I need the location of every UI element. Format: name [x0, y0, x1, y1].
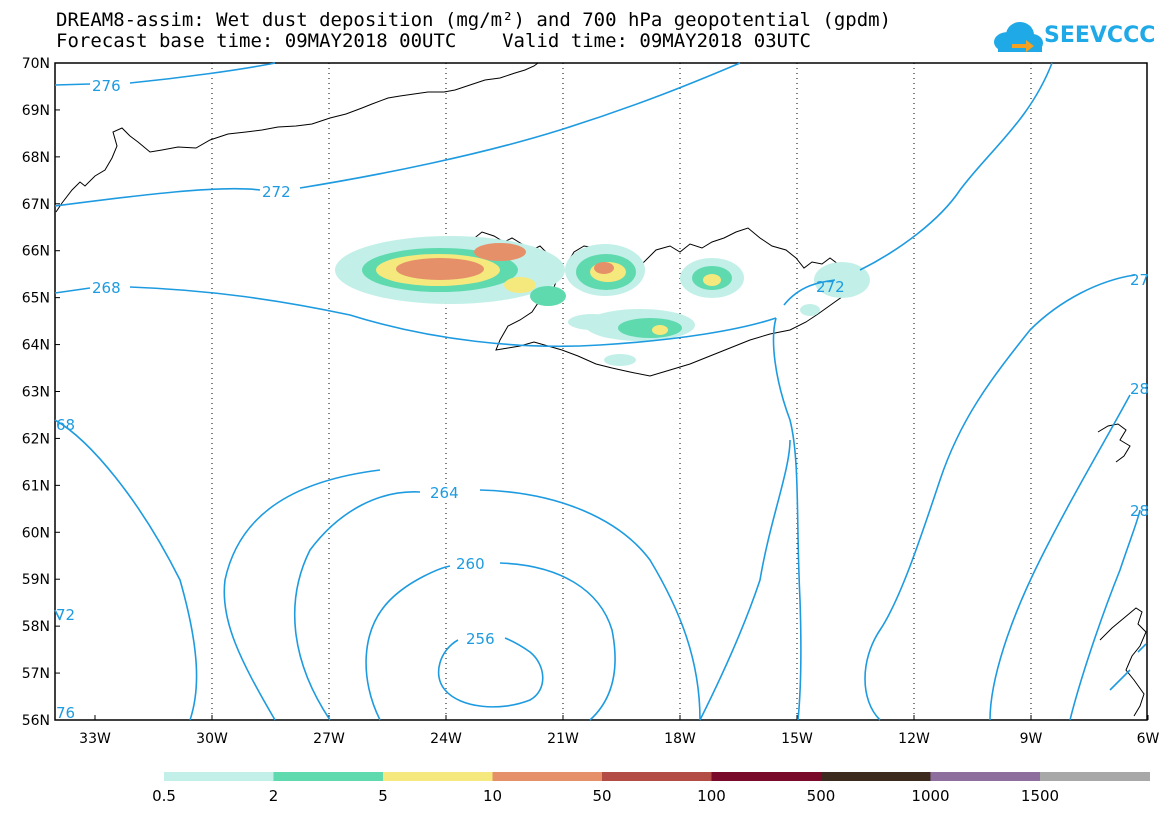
longitude-label: 6W	[1137, 731, 1160, 747]
legend-swatch	[711, 772, 822, 781]
greenland-coastline	[55, 62, 539, 213]
latitude-label: 57N	[22, 666, 50, 682]
contour-label-27: 27	[1130, 271, 1149, 289]
longitude-label: 21W	[547, 731, 579, 747]
contour-label-268: 268	[92, 279, 121, 297]
contour-label-260: 260	[456, 555, 485, 573]
longitude-label: 27W	[313, 731, 345, 747]
contour-label-272-east: 272	[816, 278, 845, 296]
latitude-labels: 70N 69N 68N 67N 66N 65N 64N 63N 62N 61N 60N 59N 58N 5…	[22, 56, 60, 729]
legend-label: 10	[483, 787, 502, 805]
longitude-label: 18W	[664, 731, 696, 747]
scotland-coastline	[1099, 607, 1147, 717]
latitude-label: 61N	[22, 478, 50, 494]
latitude-label: 59N	[22, 572, 50, 588]
legend-label: 500	[807, 787, 836, 805]
map-title: DREAM8-assim: Wet dust deposition (mg/m²…	[56, 9, 892, 31]
dust-deposition-field	[335, 236, 870, 366]
legend-label: 1500	[1021, 787, 1059, 805]
legend-label: 50	[592, 787, 611, 805]
legend-swatch	[273, 772, 384, 781]
map-subtitle-times: Forecast base time: 09MAY2018 00UTC Vali…	[56, 30, 811, 52]
latitude-label: 66N	[22, 244, 50, 260]
longitude-label: 30W	[196, 731, 228, 747]
logo-text: SEEVCCC	[1044, 23, 1156, 48]
legend-label: 0.5	[152, 787, 176, 805]
latitude-label: 64N	[22, 338, 50, 354]
legend-swatch	[930, 772, 1041, 781]
latitude-label: 56N	[22, 713, 50, 729]
legend-label: 100	[697, 787, 726, 805]
seevccc-logo: SEEVCCC	[990, 18, 1155, 58]
legend-label: 2	[269, 787, 279, 805]
contour-label-76: 76	[56, 704, 75, 722]
legend-label: 5	[378, 787, 388, 805]
longitude-label: 12W	[898, 731, 930, 747]
longitude-label: 15W	[781, 731, 813, 747]
faroe-islands-coastline	[1097, 423, 1131, 463]
latitude-label: 68N	[22, 150, 50, 166]
contour-label-28a: 28	[1130, 380, 1149, 398]
longitude-label: 33W	[79, 731, 111, 747]
contour-label-272: 272	[262, 183, 291, 201]
legend-swatch	[602, 772, 712, 781]
contour-label-72: 72	[56, 606, 75, 624]
contour-label-276: 276	[92, 77, 121, 95]
latitude-label: 70N	[22, 56, 50, 72]
longitude-label: 9W	[1020, 731, 1043, 747]
contour-label-264: 264	[430, 484, 459, 502]
geopotential-contours	[54, 62, 1147, 721]
map-frame	[54, 62, 1148, 721]
latitude-label: 65N	[22, 291, 50, 307]
legend-swatch	[164, 772, 274, 781]
longitude-label: 24W	[430, 731, 462, 747]
contour-label-28b: 28	[1130, 502, 1149, 520]
legend-label: 1000	[911, 787, 949, 805]
longitude-labels: 33W 30W 27W 24W 21W 18W 15W 12W 9W 6W	[79, 715, 1160, 747]
latitude-label: 58N	[22, 619, 50, 635]
cloud-arrow-icon	[994, 22, 1043, 52]
legend-swatch	[1040, 772, 1150, 781]
latitude-label: 60N	[22, 525, 50, 541]
legend-swatch	[383, 772, 493, 781]
contour-label-256: 256	[466, 630, 495, 648]
latitude-label: 62N	[22, 431, 50, 447]
legend-swatch	[492, 772, 603, 781]
deposition-legend: 0.5 2 5 10 50 100 500 1000 1500	[152, 772, 1150, 805]
legend-swatch	[821, 772, 931, 781]
latitude-label: 63N	[22, 385, 50, 401]
contour-label-68: 68	[56, 416, 75, 434]
latitude-label: 67N	[22, 197, 50, 213]
latitude-label: 69N	[22, 103, 50, 119]
contour-labels: 276 272 268 264 260 256 272 27 28 28 68 …	[56, 77, 1149, 722]
